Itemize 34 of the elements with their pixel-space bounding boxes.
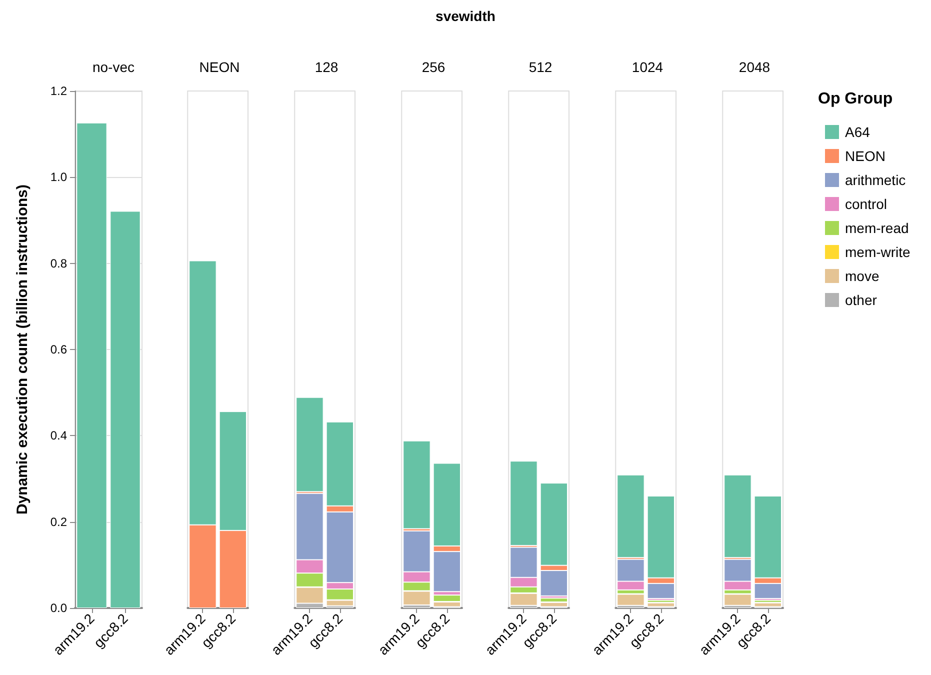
bar bbox=[540, 602, 568, 607]
chart-title: 1024 bbox=[632, 59, 664, 75]
y-tick-label: 0.6 bbox=[50, 342, 68, 356]
chart-title: 2048 bbox=[738, 59, 770, 75]
bar bbox=[754, 602, 782, 607]
legend-label: mem-write bbox=[845, 244, 911, 260]
bar bbox=[724, 474, 752, 558]
bar bbox=[617, 474, 644, 558]
legend-label: A64 bbox=[845, 124, 870, 140]
bar bbox=[617, 594, 644, 606]
bar bbox=[724, 594, 752, 606]
y-tick-label: 1.2 bbox=[50, 84, 68, 98]
text: svewidth bbox=[434, 8, 496, 24]
chart-title: 256 bbox=[422, 59, 446, 75]
legend-label: mem-read bbox=[845, 220, 909, 236]
bar bbox=[510, 461, 538, 546]
y-tick-label: 0.2 bbox=[50, 514, 68, 529]
legend-title: Op Group bbox=[818, 90, 893, 108]
legend-label: arithmetic bbox=[845, 172, 906, 188]
legend-label: other bbox=[845, 292, 878, 308]
bar bbox=[403, 440, 430, 529]
y-tick-label: 0.0 bbox=[50, 601, 68, 615]
chart-title: NEON bbox=[199, 59, 240, 75]
y-axis-title: Dynamic execution count (billion instructions) bbox=[14, 184, 31, 515]
legend-label: NEON bbox=[845, 148, 886, 164]
bar bbox=[647, 602, 674, 607]
chart-title: 128 bbox=[314, 59, 338, 75]
y-tick-label: 1.0 bbox=[50, 170, 68, 184]
chart-title: 512 bbox=[528, 59, 552, 75]
chart-title: no-vec bbox=[92, 59, 135, 75]
y-tick-label: 0.4 bbox=[50, 428, 68, 443]
legend-label: move bbox=[845, 268, 880, 284]
y-tick-label: 0.8 bbox=[50, 256, 68, 270]
legend-label: control bbox=[845, 196, 888, 212]
